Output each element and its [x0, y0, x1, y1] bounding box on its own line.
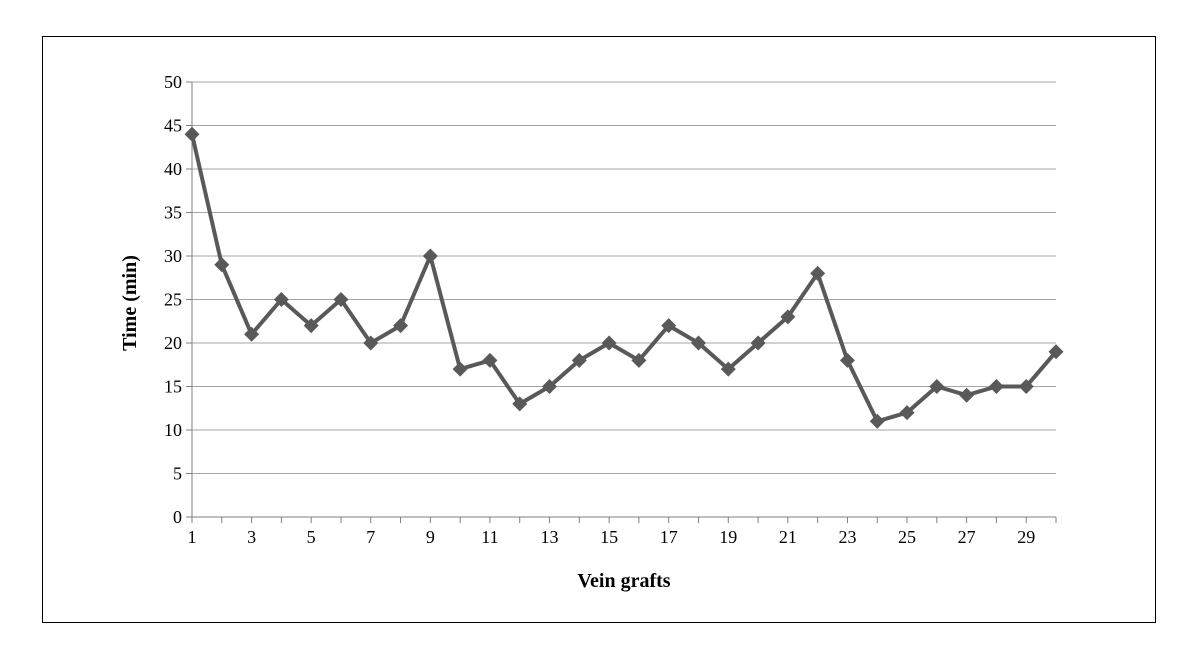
data-point-marker — [363, 335, 379, 351]
y-tick-label: 40 — [164, 159, 182, 179]
data-point-marker — [929, 379, 945, 394]
x-tick-label: 15 — [600, 527, 618, 547]
x-tick-label: 3 — [247, 527, 256, 547]
x-tick-label: 13 — [541, 527, 559, 547]
data-point-marker — [303, 318, 319, 334]
data-point-marker — [690, 335, 706, 351]
data-point-marker — [839, 352, 855, 368]
x-tick-label: 7 — [366, 527, 375, 547]
data-point-marker — [750, 335, 766, 351]
data-point-marker — [869, 413, 885, 429]
x-tick-label: 11 — [481, 527, 498, 547]
y-tick-label: 20 — [164, 333, 182, 353]
x-tick-label: 1 — [188, 527, 197, 547]
y-tick-label: 50 — [164, 72, 182, 92]
y-tick-label: 10 — [164, 420, 182, 440]
series-markers — [184, 126, 1064, 429]
y-tick-label: 0 — [173, 507, 182, 527]
x-axis-ticks: 1 3 5 7 9 11 13 15 17 19 21 23 25 27 29 — [188, 517, 1057, 547]
data-point-marker — [244, 326, 260, 342]
x-tick-label: 17 — [660, 527, 678, 547]
data-point-marker — [661, 318, 677, 334]
x-tick-label: 25 — [898, 527, 916, 547]
x-axis-title: Vein grafts — [577, 570, 670, 592]
data-point-marker — [422, 248, 438, 264]
y-tick-label: 25 — [164, 290, 182, 310]
data-point-marker — [780, 309, 796, 325]
y-axis-title: Time (min) — [119, 255, 141, 351]
data-point-marker — [631, 352, 647, 368]
data-point-marker — [333, 292, 349, 307]
data-point-marker — [512, 396, 528, 412]
data-point-marker — [810, 265, 826, 281]
data-point-marker — [273, 292, 289, 307]
data-point-marker — [184, 126, 200, 142]
x-tick-label: 21 — [779, 527, 797, 547]
y-tick-label: 45 — [164, 116, 182, 136]
data-point-marker — [1048, 344, 1064, 360]
x-tick-label: 9 — [426, 527, 435, 547]
data-point-marker — [214, 257, 230, 273]
y-axis-ticks: 0 5 10 15 20 25 30 35 40 45 50 — [164, 72, 192, 527]
data-point-marker — [959, 387, 975, 403]
data-point-marker — [988, 379, 1004, 394]
y-tick-label: 35 — [164, 203, 182, 223]
data-point-marker — [482, 352, 498, 368]
data-point-marker — [1018, 379, 1034, 394]
series-line — [190, 133, 1058, 424]
data-point-marker — [720, 361, 736, 377]
data-point-marker — [393, 318, 409, 334]
data-point-marker — [899, 405, 915, 421]
data-point-marker — [601, 335, 617, 351]
y-tick-label: 15 — [164, 377, 182, 397]
chart-frame — [42, 36, 1156, 623]
x-tick-label: 27 — [958, 527, 976, 547]
data-point-marker — [571, 352, 587, 368]
y-tick-label: 30 — [164, 246, 182, 266]
series-line-path — [190, 133, 1058, 424]
x-tick-label: 29 — [1017, 527, 1035, 547]
x-tick-label: 23 — [838, 527, 856, 547]
y-tick-label: 5 — [173, 464, 182, 484]
gridlines — [192, 81, 1056, 474]
data-point-marker — [452, 361, 468, 377]
x-tick-label: 5 — [307, 527, 316, 547]
data-point-marker — [542, 379, 558, 394]
x-tick-label: 19 — [719, 527, 737, 547]
